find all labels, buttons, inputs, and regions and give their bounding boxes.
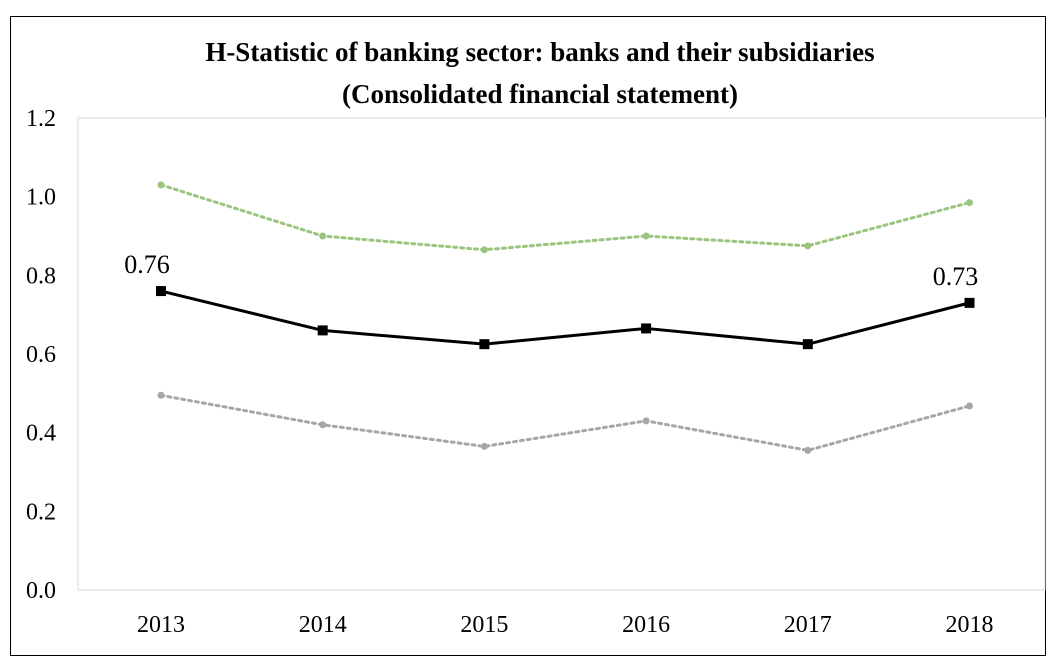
series-layer bbox=[156, 181, 975, 454]
y-tick-label: 0.8 bbox=[26, 263, 56, 289]
data-point-marker bbox=[319, 232, 327, 240]
data-point-marker bbox=[156, 286, 166, 297]
data-point-marker bbox=[480, 442, 488, 450]
y-tick-label: 1.2 bbox=[26, 106, 56, 132]
data-point-marker bbox=[966, 402, 973, 410]
data-point-marker bbox=[966, 199, 973, 207]
h-statistic-chart: H-Statistic of banking sector: banks and… bbox=[26, 37, 1046, 638]
data-point-marker bbox=[319, 421, 327, 429]
x-tick-label: 2018 bbox=[946, 612, 994, 638]
data-point-marker bbox=[480, 246, 488, 254]
y-tick-label: 0.6 bbox=[26, 342, 56, 368]
plot-area bbox=[77, 117, 1046, 591]
data-labels-layer: 0.76 0.73 bbox=[124, 250, 978, 291]
data-point-marker bbox=[642, 417, 650, 425]
data-point-marker bbox=[642, 232, 650, 240]
chart-title-line-1: H-Statistic of banking sector: banks and… bbox=[205, 37, 874, 67]
data-point-marker bbox=[802, 339, 813, 350]
y-tick-label: 0.0 bbox=[26, 578, 56, 604]
series-line-1 bbox=[160, 289, 970, 346]
x-tick-label: 2014 bbox=[299, 612, 347, 638]
y-tick-label: 1.0 bbox=[26, 185, 56, 211]
series-line-0 bbox=[159, 183, 971, 252]
y-axis-tick-labels: 0.0 0.2 0.4 0.6 0.8 1.0 1.2 bbox=[26, 106, 56, 604]
x-tick-label: 2013 bbox=[137, 612, 185, 638]
x-tick-label: 2015 bbox=[460, 612, 508, 638]
x-tick-label: 2016 bbox=[622, 612, 670, 638]
series-line-2 bbox=[159, 393, 971, 452]
data-point-marker bbox=[641, 323, 652, 334]
data-point-marker bbox=[804, 446, 812, 454]
x-tick-label: 2017 bbox=[784, 612, 832, 638]
data-point-marker bbox=[157, 181, 165, 189]
y-tick-label: 0.2 bbox=[26, 499, 56, 525]
data-point-marker bbox=[804, 242, 812, 250]
data-point-marker bbox=[317, 325, 328, 336]
data-label: 0.76 bbox=[124, 250, 170, 279]
data-point-marker bbox=[964, 297, 975, 308]
data-label: 0.73 bbox=[933, 262, 979, 291]
data-point-marker bbox=[479, 339, 490, 350]
y-tick-label: 0.4 bbox=[26, 421, 56, 447]
chart-title-line-2: (Consolidated financial statement) bbox=[342, 79, 738, 109]
data-point-marker bbox=[157, 391, 165, 399]
x-axis-tick-labels: 2013 2014 2015 2016 2017 2018 bbox=[137, 612, 994, 638]
